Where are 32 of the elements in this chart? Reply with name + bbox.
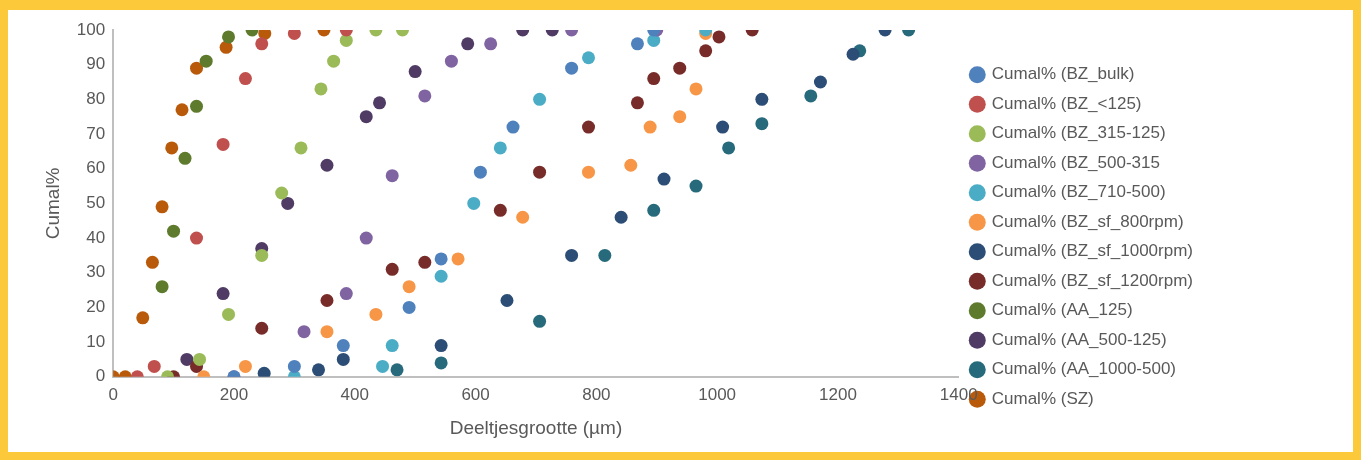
y-tick-label: 20 bbox=[86, 297, 106, 317]
legend-label: Cumal% (AA_1000-500) bbox=[991, 359, 1177, 379]
y-tick-label: 40 bbox=[86, 227, 106, 247]
y-tick-label: 100 bbox=[76, 19, 106, 39]
y-tick-label: 80 bbox=[86, 89, 106, 109]
y-tick-label: 50 bbox=[86, 193, 106, 213]
y-tick-label: 0 bbox=[95, 366, 106, 386]
y-tick-label: 10 bbox=[86, 331, 106, 351]
legend-label: Cumal% (AA_500-125) bbox=[991, 329, 1167, 349]
x-axis-title: Deeltjesgrootte (µm) bbox=[449, 416, 623, 438]
x-tick-label: 1400 bbox=[939, 384, 978, 404]
y-tick-label: 90 bbox=[86, 54, 106, 74]
y-tick-label: 70 bbox=[86, 123, 106, 143]
legend-label: Cumal% (BZ_sf_1200rpm) bbox=[991, 270, 1194, 290]
legend-label: Cumal% (BZ_710-500) bbox=[991, 182, 1166, 202]
y-tick-label: 30 bbox=[86, 262, 106, 282]
x-tick-label: 1000 bbox=[698, 384, 737, 404]
x-tick-label: 200 bbox=[219, 384, 249, 404]
legend-label: Cumal% (SZ) bbox=[991, 388, 1094, 408]
y-axis-title: Cumal% bbox=[41, 167, 63, 240]
legend-label: Cumal% (BZ_500-315 bbox=[991, 152, 1160, 172]
y-tick-label: 60 bbox=[86, 158, 106, 178]
x-tick-label: 400 bbox=[340, 384, 369, 404]
legend-label: Cumal% (AA_125) bbox=[991, 300, 1133, 320]
legend-label: Cumal% (BZ_bulk) bbox=[991, 64, 1135, 84]
x-tick-label: 1200 bbox=[819, 384, 857, 404]
legend-label: Cumal% (BZ_sf_800rpm) bbox=[991, 211, 1184, 231]
x-tick-label: 800 bbox=[582, 384, 611, 404]
legend-label: Cumal% (BZ_<125) bbox=[991, 93, 1142, 113]
x-tick-label: 600 bbox=[461, 384, 490, 404]
legend-label: Cumal% (BZ_sf_1000rpm) bbox=[991, 241, 1194, 261]
legend-label: Cumal% (BZ_315-125) bbox=[991, 123, 1166, 143]
